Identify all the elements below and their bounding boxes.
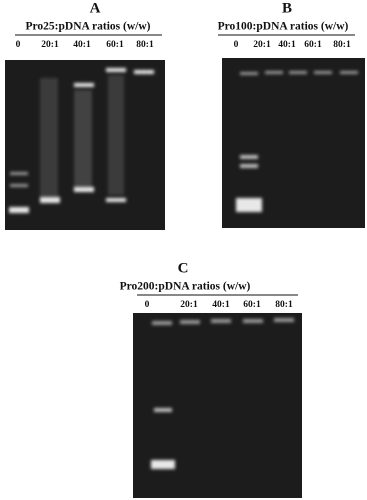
lane-label: 40:1	[73, 40, 91, 50]
panel-title: Pro200:pDNA ratios (w/w)	[120, 281, 251, 293]
lane-label: 20:1	[41, 40, 59, 50]
lane-label: 40:1	[212, 300, 230, 310]
panel-title: Pro100:pDNA ratios (w/w)	[218, 21, 349, 33]
lane-labels: 0 20:1 40:1 60:1 80:1 0 20:1 40:1 60:1 80:1 0 20:1 4…	[16, 40, 351, 310]
lane-label: 80:1	[275, 300, 293, 310]
lane-label: 60:1	[106, 40, 124, 50]
lane-label: 20:1	[180, 300, 198, 310]
lane-label: 40:1	[278, 40, 296, 50]
panel-label: A	[90, 0, 101, 16]
panel-title: Pro25:pDNA ratios (w/w)	[26, 21, 151, 33]
lane-label: 60:1	[304, 40, 322, 50]
lane-label: 60:1	[243, 300, 261, 310]
lane-label: 0	[16, 40, 21, 50]
gel-bands	[151, 318, 294, 469]
lane-label: 20:1	[253, 40, 271, 50]
gel-image	[133, 313, 302, 498]
lane-label: 80:1	[136, 40, 154, 50]
lane-label: 80:1	[333, 40, 351, 50]
panel-label: C	[178, 260, 189, 276]
gel-bands	[236, 71, 358, 212]
lane-label: 0	[145, 300, 150, 310]
gel-bands	[9, 68, 154, 213]
lane-label: 0	[234, 40, 239, 50]
panel-label: B	[282, 0, 292, 16]
